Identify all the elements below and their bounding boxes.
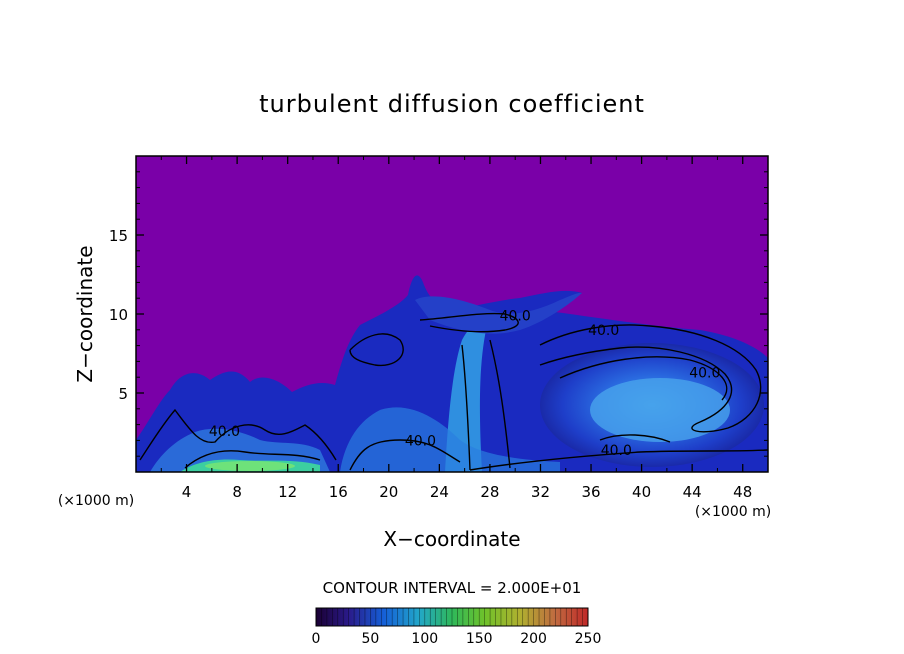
contour-label: 40.0 [588, 323, 619, 339]
plot-area: 40.0 40.0 40.0 40.0 40.0 40.0 [136, 156, 768, 472]
surface-peak [205, 461, 295, 471]
contour-line [539, 324, 762, 433]
colorbar-tick-label: 50 [361, 631, 379, 647]
contour-label: 40.0 [405, 433, 436, 449]
x-tick-label: 24 [430, 483, 449, 501]
colorbar-tick-label: 250 [575, 631, 602, 647]
x-tick-label: 48 [733, 483, 752, 501]
mid-band [340, 407, 560, 472]
contour-line [559, 356, 728, 401]
chart-title: turbulent diffusion coefficient [259, 90, 645, 118]
colorbar-tick-label: 0 [312, 631, 321, 647]
contour-line [184, 450, 321, 469]
contour-line [349, 439, 461, 471]
contour-label: 40.0 [601, 443, 632, 459]
y-tick-label: 10 [109, 306, 128, 324]
x-axis-title: X−coordinate [383, 527, 520, 551]
colorbar-tick-label: 150 [466, 631, 493, 647]
x-tick-label: 16 [329, 483, 348, 501]
y-tick-label: 15 [109, 227, 128, 245]
y-tick-label: 5 [118, 385, 128, 403]
contour-labels: 40.0 40.0 40.0 40.0 40.0 40.0 [209, 309, 720, 459]
contour-lines [139, 312, 768, 471]
colorbar-tick-label: 100 [411, 631, 438, 647]
x-unit-right: (×1000 m) [695, 504, 771, 520]
colorbar-bins [315, 608, 589, 626]
contour-line [461, 344, 471, 471]
contour-label: 40.0 [209, 424, 240, 440]
x-tick-label: 40 [632, 483, 651, 501]
x-tick-label: 28 [480, 483, 499, 501]
x-tick-label: 36 [581, 483, 600, 501]
contour-line [469, 449, 768, 471]
x-tick-label: 12 [278, 483, 297, 501]
x-tick-label: 8 [232, 483, 242, 501]
turbulent-region [136, 275, 768, 472]
contour-interval-text: CONTOUR INTERVAL = 2.000E+01 [323, 579, 582, 597]
x-tick-label: 20 [379, 483, 398, 501]
contour-label: 40.0 [500, 309, 531, 325]
x-tick-label: 4 [182, 483, 192, 501]
colorbar-tick-labels: 0 50 100 150 200 250 [312, 631, 602, 647]
contour-line [349, 333, 404, 367]
vortex-inner [590, 378, 730, 442]
x-tick-label: 44 [683, 483, 702, 501]
contour-line [419, 312, 519, 333]
plume-column [445, 324, 486, 472]
contour-line [139, 408, 337, 461]
contour-label: 40.0 [689, 365, 720, 381]
x-unit-left: (×1000 m) [58, 493, 134, 509]
y-axis-title: Z−coordinate [73, 245, 97, 382]
contour-line [489, 339, 511, 469]
colorbar: 0 50 100 150 200 250 [312, 607, 602, 647]
x-tick-label: 32 [531, 483, 550, 501]
contour-line [599, 434, 671, 443]
colorbar-tick-label: 200 [520, 631, 547, 647]
